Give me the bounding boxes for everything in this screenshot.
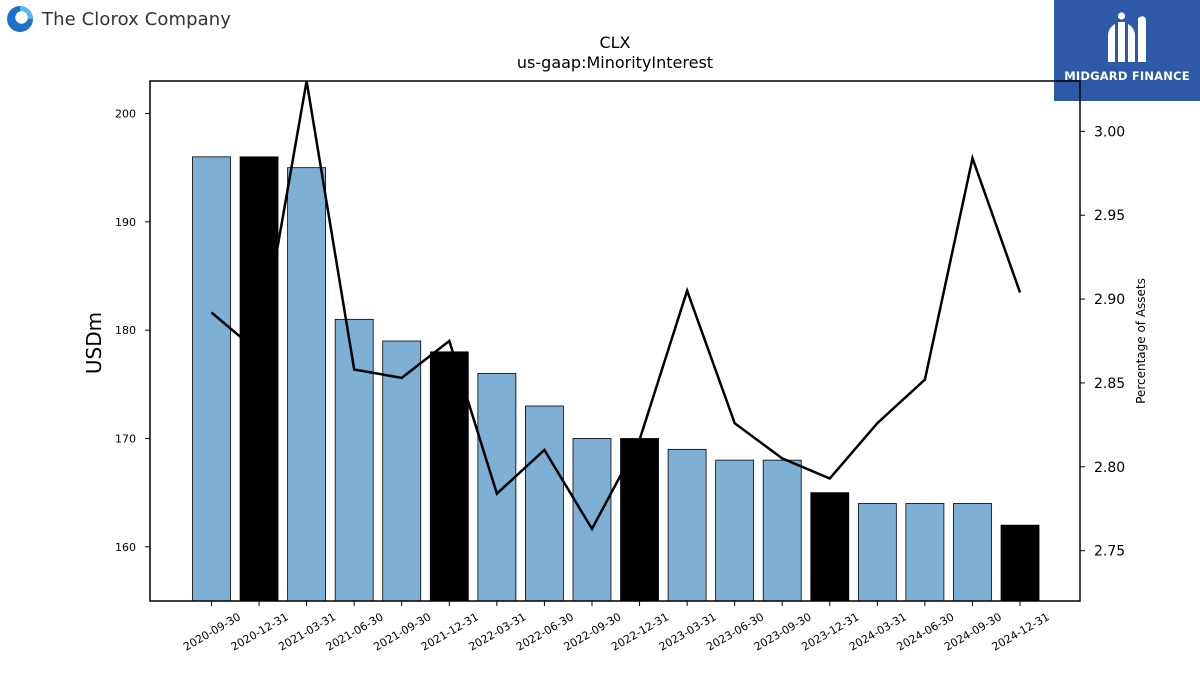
bar-2023-12-31 [810, 492, 850, 602]
company-name: The Clorox Company [42, 8, 232, 30]
bar-2024-03-31 [857, 503, 897, 602]
bar-2022-03-31 [477, 373, 517, 602]
y-tick-label: 180 [115, 324, 136, 337]
bar-2024-06-30 [905, 503, 945, 602]
bar-2022-09-30 [572, 438, 612, 602]
chart-title: CLX [599, 33, 630, 52]
y-tick-label: 200 [115, 108, 136, 121]
y2-tick-label: 2.85 [1094, 376, 1125, 392]
bar-2021-06-30 [334, 318, 374, 602]
y2-tick-label: 2.90 [1094, 292, 1125, 308]
y-axis-right: 2.75 2.80 2.85 2.90 2.95 3.00 [1080, 124, 1125, 560]
clorox-logo-icon [7, 6, 33, 32]
y2-tick-label: 2.75 [1094, 544, 1125, 560]
x-axis: 2020-09-302020-12-312021-03-312021-06-30… [181, 601, 1052, 654]
y-axis-left: 160 170 180 190 200 [115, 108, 150, 554]
y2-tick-label: 2.80 [1094, 460, 1125, 476]
percentage-line [210, 81, 1022, 532]
bar-2020-09-30 [192, 156, 231, 602]
bar-2024-12-31 [1000, 524, 1040, 602]
y-tick-label: 190 [115, 216, 136, 229]
bar-2021-03-31 [287, 167, 327, 602]
plot-frame [149, 80, 1081, 602]
y-tick-label: 170 [115, 433, 136, 446]
bar-2023-03-31 [667, 448, 707, 602]
bar-2021-09-30 [382, 340, 422, 602]
y2-tick-label: 2.95 [1094, 208, 1125, 224]
y2-tick-label: 3.00 [1094, 124, 1125, 140]
y2-axis-label: Percentage of Assets [1134, 278, 1148, 404]
company-brand: The Clorox Company [6, 5, 231, 33]
chart-subtitle: us-gaap:MinorityInterest [517, 53, 713, 72]
bar-2021-12-31 [429, 351, 469, 602]
y-axis-label: USDm [82, 312, 106, 374]
bar-2023-09-30 [762, 459, 802, 602]
badge-label: MIDGARD FINANCE [1064, 69, 1190, 83]
line-group [210, 81, 1022, 532]
bar-group [192, 156, 1040, 602]
y-tick-label: 160 [115, 541, 136, 554]
midgard-finance-badge: MIDGARD FINANCE [1054, 0, 1200, 101]
bar-2022-06-30 [525, 405, 564, 602]
bar-2024-09-30 [953, 503, 992, 602]
bar-2023-06-30 [715, 459, 755, 602]
midgard-logo-icon [1108, 12, 1146, 62]
bar-2020-12-31 [239, 156, 279, 602]
